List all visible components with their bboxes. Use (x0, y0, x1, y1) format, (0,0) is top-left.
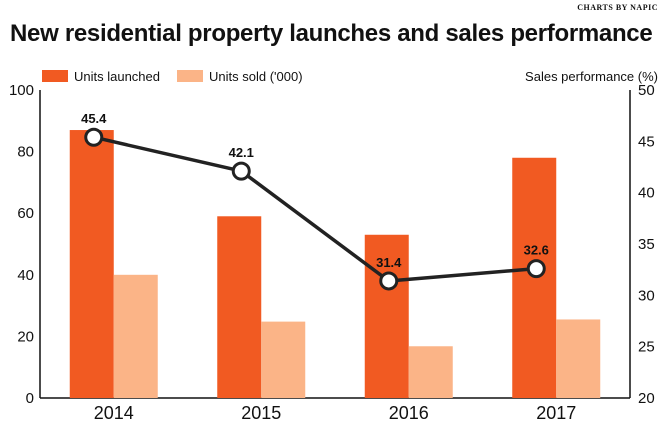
bar-units-launched (364, 234, 409, 398)
legend-label-units-launched: Units launched (74, 69, 160, 84)
bar-units-sold (408, 346, 453, 398)
sales-performance-line (93, 135, 537, 283)
left-tick-label: 100 (9, 82, 34, 99)
sales-performance-point (84, 127, 104, 147)
right-tick-label: 20 (638, 390, 655, 407)
sales-performance-point (526, 259, 546, 279)
right-tick-label: 25 (638, 339, 655, 356)
left-tick-label: 60 (17, 205, 34, 222)
legend-label-units-sold: Units sold ('000) (209, 69, 303, 84)
left-tick-label: 80 (17, 144, 34, 161)
x-tick-label: 2015 (241, 403, 281, 423)
data-label: 45.4 (81, 111, 107, 126)
bar-units-launched (69, 130, 114, 399)
right-tick-label: 45 (638, 133, 655, 150)
x-tick-label: 2014 (94, 403, 134, 423)
right-tick-label: 50 (638, 82, 655, 99)
bar-units-sold (556, 319, 601, 398)
bar-units-sold (113, 274, 158, 398)
data-label: 42.1 (229, 145, 254, 160)
legend-swatch-units-launched (42, 70, 68, 82)
left-tick-label: 40 (17, 267, 34, 284)
sales-performance-point (379, 271, 399, 291)
legend-swatch-units-sold (177, 70, 203, 82)
data-label: 31.4 (376, 255, 402, 270)
bar-units-launched (217, 216, 262, 398)
chart-title: New residential property launches and sa… (10, 20, 653, 47)
bar-units-sold (261, 321, 306, 398)
left-tick-label: 20 (17, 328, 34, 345)
data-label: 32.6 (524, 243, 549, 258)
left-tick-label: 0 (26, 390, 34, 407)
right-tick-label: 35 (638, 236, 655, 253)
x-tick-label: 2016 (389, 403, 429, 423)
x-tick-label: 2017 (536, 403, 576, 423)
sales-performance-point (231, 161, 251, 181)
chart-credit: CHARTS BY NAPIC (577, 3, 658, 12)
right-axis-label: Sales performance (%) (525, 69, 658, 84)
right-tick-label: 40 (638, 185, 655, 202)
right-tick-label: 30 (638, 287, 655, 304)
